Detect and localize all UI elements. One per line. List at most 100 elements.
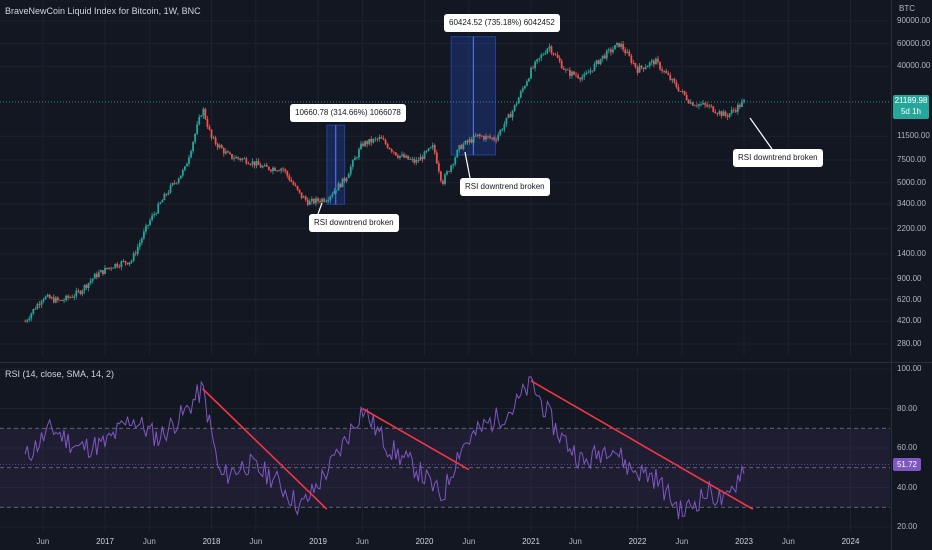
candle-body [261,166,264,168]
time-tick-label: 2017 [96,537,114,546]
callout-pointer [464,151,471,179]
candle-body [442,180,444,184]
rsi-callout-2023[interactable]: RSI downtrend broken [733,149,823,167]
rsi-callout-2020[interactable]: RSI downtrend broken [460,178,550,196]
candle-body [495,139,498,141]
candle-body [183,166,186,171]
rsi-tick-label: 20.00 [897,522,918,531]
rsi-callout-2019[interactable]: RSI downtrend broken [309,214,399,232]
candle-body [587,72,590,74]
candle-body [122,261,125,262]
price-pane-title[interactable]: BraveNewCoin Liquid Index for Bitcoin, 1… [5,6,201,16]
candle-body [624,49,627,54]
price-tick-label: 280.00 [897,339,922,348]
candle-body [351,160,354,167]
candle-body [597,60,600,65]
candle-body [575,74,577,76]
candle-body [724,111,727,116]
candle-body [634,63,637,68]
candle-body [401,154,403,156]
candle-body [507,114,510,118]
candle-body [331,194,334,197]
candle-body [212,137,215,139]
candle-body [200,115,203,117]
candle-body [231,154,233,159]
candle-body [386,143,389,148]
candle-body [640,65,643,68]
candle-body [224,151,227,154]
candle-body [378,137,381,140]
candle-body [427,148,430,151]
candle-body [36,303,39,310]
candle-body [616,42,618,46]
candle-body [364,141,367,146]
candle-body [478,134,481,136]
candle-body [603,55,606,59]
candle-body [411,159,414,160]
candle-body [362,143,364,146]
candle-body [204,108,207,119]
candle-body [169,185,172,193]
time-tick-label: Jun [781,537,795,546]
candle-body [429,147,432,149]
candle-body [347,174,350,178]
candle-body [360,143,362,150]
rsi-pane-title[interactable]: RSI (14, close, SMA, 14, 2) [5,369,115,379]
candle-body [26,320,29,322]
candle-body [42,299,45,302]
price-tick-label: 620.00 [897,294,922,304]
pane-separator[interactable] [0,362,932,363]
candle-body [560,61,563,69]
candle-body [237,157,240,159]
candle-body [458,145,461,150]
candle-body [61,300,63,302]
candle-body [599,58,602,65]
candle-body [591,70,594,72]
candle-body [202,108,205,116]
candle-body [638,65,641,73]
candle-body [110,267,113,269]
candle-body [50,297,53,299]
price-tick-label: 60000.00 [897,38,931,48]
candle-body [706,104,709,107]
candle-body [380,137,383,139]
candle-body [100,270,102,273]
candle-body [165,193,168,195]
candle-body [306,199,309,205]
candle-body [171,183,174,186]
price-tick-label: 900.00 [897,273,922,283]
candle-body [448,171,450,173]
candle-body [589,70,592,73]
callout-pointer [749,117,773,150]
candle-body [159,202,162,204]
candle-body [130,260,133,263]
range2-label[interactable]: 60424.52 (735.18%) 6042452 [444,14,560,32]
candle-body [257,161,260,165]
candle-body [534,61,536,68]
last-price-tag: 21189.98 5d 1h [893,94,929,119]
candle-body [233,158,235,160]
candle-body [407,155,410,160]
candle-body [499,129,502,135]
candle-body [444,174,446,184]
candle-body [126,262,129,265]
candle-body [206,118,209,127]
time-tick-label: Jun [249,537,263,546]
candle-body [218,145,221,148]
candle-body [728,113,731,117]
candle-body [282,168,285,170]
candle-body [229,152,231,155]
range1-label[interactable]: 10660.78 (314.66%) 1066078 [290,104,406,122]
candle-body [106,267,108,269]
candle-body [679,91,682,92]
candle-body [278,170,280,172]
candle-body [65,295,67,301]
candle-body [147,224,149,226]
candle-body [46,294,49,297]
candle-body [145,225,147,232]
candle-body [726,115,729,117]
price-tick-label: 40000.00 [897,61,931,71]
candle-body [241,158,244,160]
candle-body [188,157,190,164]
rsi-tick-label: 40.00 [897,482,918,492]
